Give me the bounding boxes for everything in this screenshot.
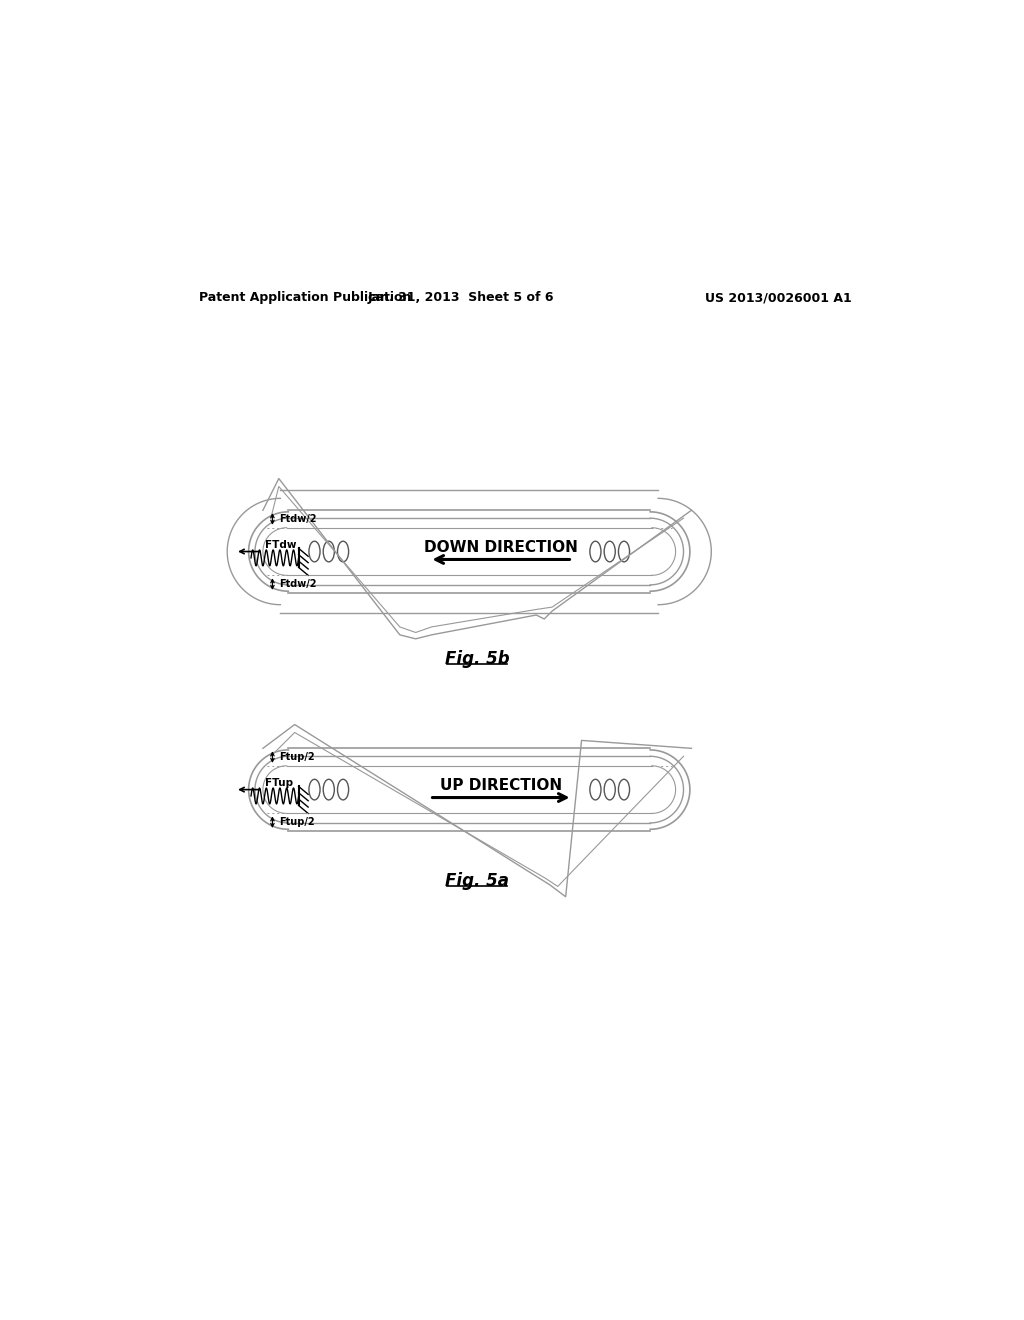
Text: DOWN DIRECTION: DOWN DIRECTION bbox=[424, 540, 578, 554]
Text: FTup: FTup bbox=[265, 777, 294, 788]
Text: Ftdw/2: Ftdw/2 bbox=[279, 579, 316, 589]
Text: FTdw: FTdw bbox=[265, 540, 297, 550]
Text: UP DIRECTION: UP DIRECTION bbox=[440, 777, 562, 793]
Text: Jan. 31, 2013  Sheet 5 of 6: Jan. 31, 2013 Sheet 5 of 6 bbox=[368, 292, 555, 304]
Text: Ftup/2: Ftup/2 bbox=[279, 817, 314, 828]
Text: Patent Application Publication: Patent Application Publication bbox=[200, 292, 412, 304]
Text: Ftup/2: Ftup/2 bbox=[279, 752, 314, 762]
Text: Fig. 5a: Fig. 5a bbox=[445, 873, 509, 890]
Text: US 2013/0026001 A1: US 2013/0026001 A1 bbox=[706, 292, 852, 304]
Text: Fig. 5b: Fig. 5b bbox=[444, 649, 510, 668]
Text: Ftdw/2: Ftdw/2 bbox=[279, 513, 316, 524]
